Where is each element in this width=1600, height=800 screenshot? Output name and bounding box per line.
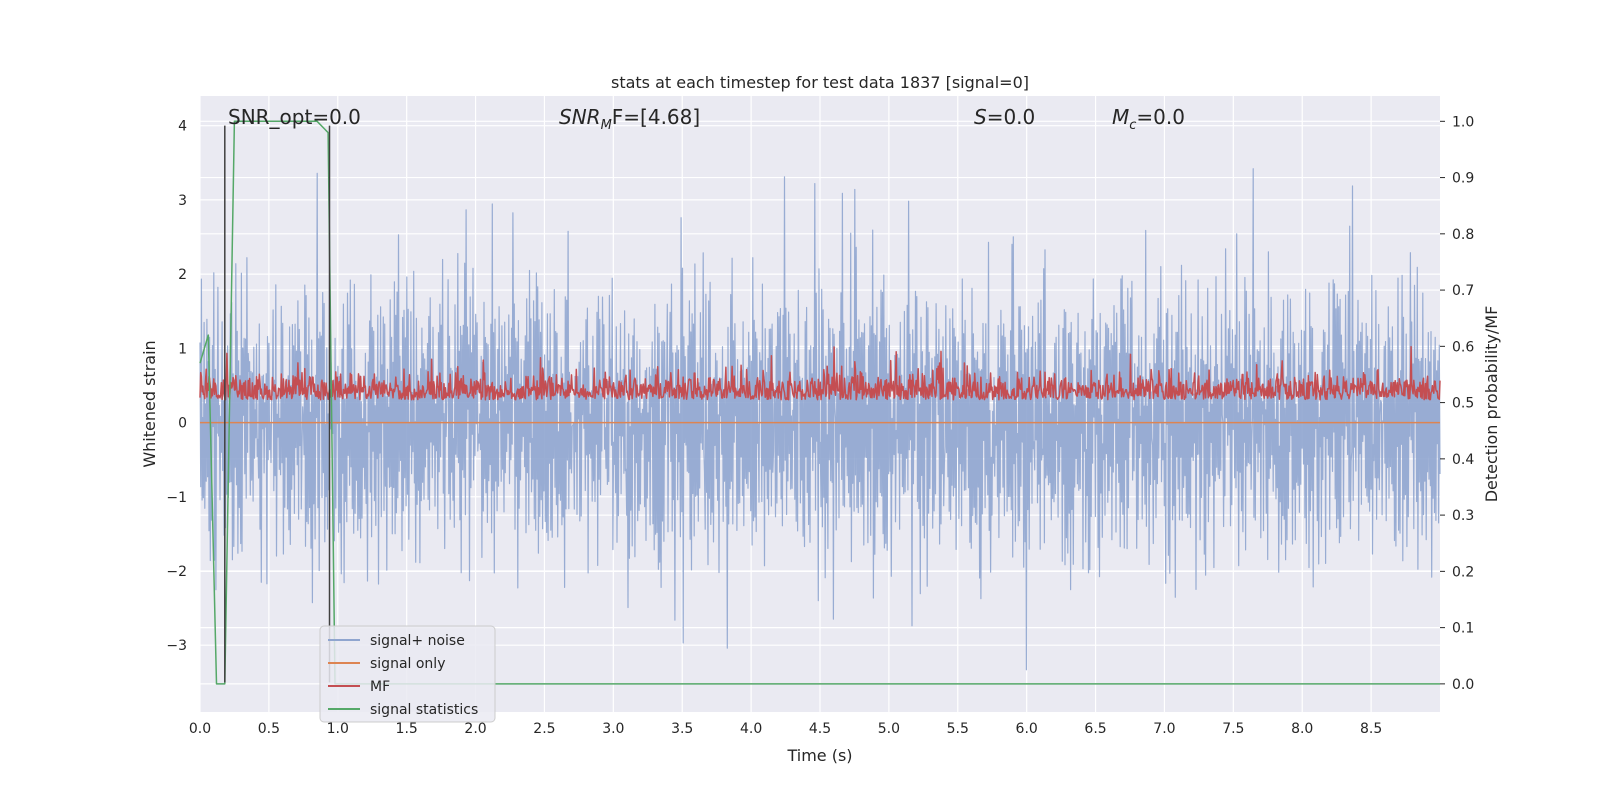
y-right-tick-label: 0.6 (1452, 339, 1474, 355)
y-right-tick-label: 0.0 (1452, 677, 1474, 693)
y-tick-label: −2 (166, 564, 187, 580)
s-value: =0.0 (987, 105, 1036, 129)
s-annotation: S=0.0 (974, 105, 1035, 129)
y-right-tick-label: 0.2 (1452, 564, 1474, 580)
mc-value: =0.0 (1136, 105, 1185, 129)
y-tick-label: 3 (178, 193, 187, 209)
y-tick-label: 2 (178, 267, 187, 283)
s-symbol: S (974, 105, 987, 129)
y-tick-label: 1 (178, 341, 187, 357)
legend: signal+ noise signal only MF signal stat… (319, 625, 496, 723)
x-tick-label: 3.0 (602, 721, 624, 737)
y-right-tick-label: 0.4 (1452, 452, 1474, 468)
snr-mf-subscript: M (601, 118, 612, 133)
x-tick-label: 2.5 (533, 721, 555, 737)
legend-label-signal-statistics: signal statistics (370, 702, 478, 718)
x-tick-label: 5.5 (947, 721, 969, 737)
mc-annotation: Mc=0.0 (1112, 105, 1185, 133)
annotations: SNR_opt=0.0 SNRMF=[4.68] S=0.0 Mc=0.0 (228, 105, 1185, 133)
x-tick-label: 8.0 (1291, 721, 1313, 737)
x-tick-label: 7.0 (1153, 721, 1175, 737)
x-tick-label: 1.0 (327, 721, 349, 737)
y-tick-label: −1 (166, 490, 187, 506)
x-tick-label: 4.5 (809, 721, 831, 737)
x-tick-label: 7.5 (1222, 721, 1244, 737)
y-axis-right-label: Detection probability/MF (1482, 306, 1501, 503)
y-axis-right-ticks: 0.0 0.1 0.2 0.3 0.4 0.5 0.6 0.7 0.8 0.9 1.0 (1440, 114, 1474, 693)
y-right-tick-label: 0.5 (1452, 396, 1474, 412)
x-tick-label: 4.0 (740, 721, 762, 737)
y-right-tick-label: 1.0 (1452, 114, 1474, 130)
x-tick-label: 6.5 (1084, 721, 1106, 737)
x-tick-label: 6.0 (1016, 721, 1038, 737)
x-axis-ticks: 0.0 0.5 1.0 1.5 2.0 2.5 3.0 3.5 4.0 4.5 5.0 5.5 6.0 6… (189, 721, 1382, 737)
x-tick-label: 0.5 (258, 721, 280, 737)
legend-label-signal-noise: signal+ noise (370, 633, 465, 649)
y-axis-label: Whitened strain (140, 340, 159, 467)
y-right-tick-label: 0.8 (1452, 227, 1474, 243)
chart-title: stats at each timestep for test data 183… (611, 73, 1029, 92)
mc-symbol: M (1112, 105, 1129, 129)
x-tick-label: 1.5 (396, 721, 418, 737)
snr-mf-annotation: SNRMF=[4.68] (559, 105, 700, 133)
x-tick-label: 2.0 (464, 721, 486, 737)
legend-label-signal-only: signal only (370, 656, 445, 672)
y-right-tick-label: 0.7 (1452, 283, 1474, 299)
legend-box (319, 625, 496, 723)
x-tick-label: 5.0 (878, 721, 900, 737)
y-tick-label: −3 (166, 638, 187, 654)
snr-mf-value: F=[4.68] (612, 105, 700, 129)
series-line-signal-noise (199, 168, 1441, 671)
series-layer (199, 120, 1441, 685)
x-tick-label: 0.0 (189, 721, 211, 737)
x-tick-label: 8.5 (1360, 721, 1382, 737)
mc-subscript: c (1129, 118, 1136, 133)
legend-label-mf: MF (370, 679, 390, 695)
y-right-tick-label: 0.3 (1452, 508, 1474, 524)
y-axis-ticks: −3 −2 −1 0 1 2 3 4 (166, 119, 187, 655)
x-tick-label: 3.5 (671, 721, 693, 737)
y-right-tick-label: 0.1 (1452, 621, 1474, 637)
y-tick-label: 0 (178, 416, 187, 432)
y-tick-label: 4 (178, 119, 187, 135)
snr-mf-symbol: SNR (559, 105, 601, 129)
series-line-mf (199, 345, 1441, 401)
y-right-tick-label: 0.9 (1452, 171, 1474, 187)
x-axis-label: Time (s) (786, 746, 852, 765)
snr-opt-annotation: SNR_opt=0.0 (228, 105, 361, 129)
